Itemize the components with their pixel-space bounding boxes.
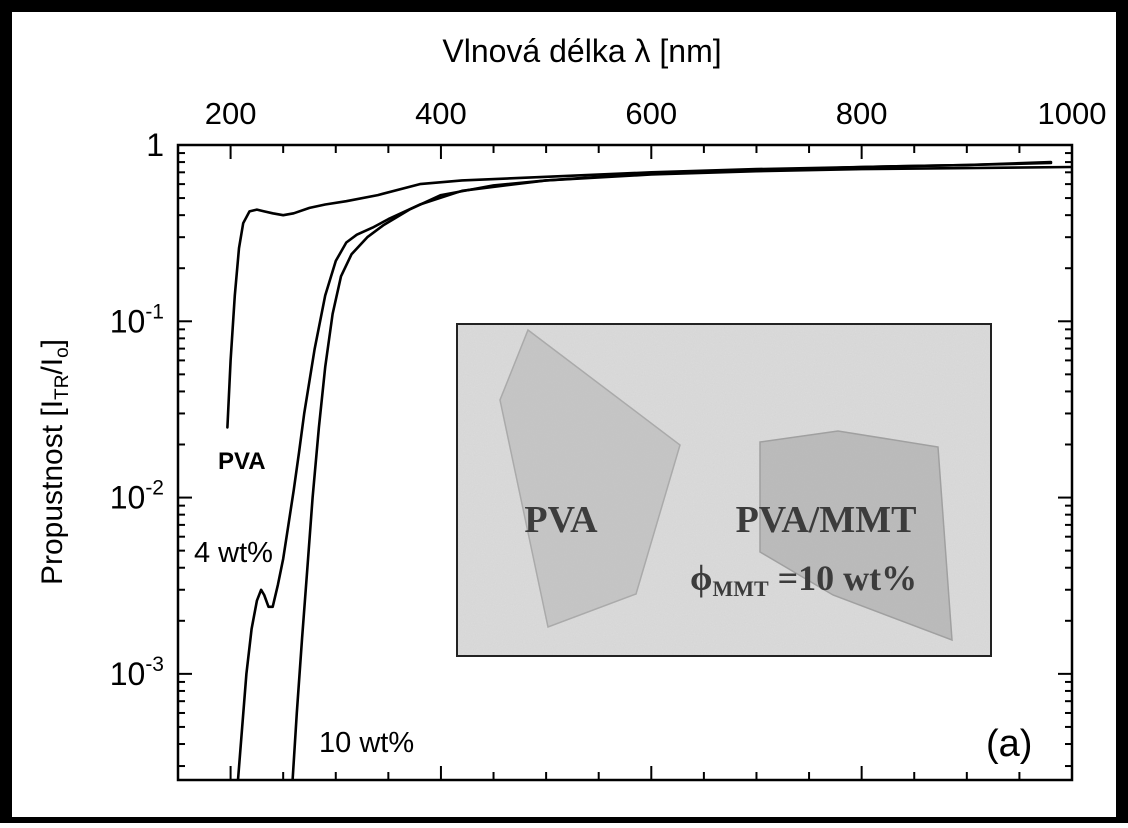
inset-photo: PVA PVA/MMT ϕMMT =10 wt% [456, 323, 992, 657]
inset-film-pva-mmt [759, 430, 953, 642]
y-axis-title-sub2: o [52, 347, 73, 358]
series-group [226, 160, 1072, 780]
inset-label-phi: ϕMMT =10 wt% [690, 558, 917, 601]
x-tick-label: 1000 [1038, 96, 1107, 131]
x-tick-label: 800 [836, 96, 888, 131]
x-tick-label: 400 [415, 96, 467, 131]
inset-phi-value: =10 wt% [769, 558, 918, 598]
y-axis-title: Propustnost [ITR/Io] [36, 339, 73, 585]
y-axis-title-main: Propustnost [I [36, 400, 69, 585]
y-tick-label: 10-3 [110, 653, 164, 692]
x-tick-label: 200 [205, 96, 257, 131]
inset-phi-sub: MMT [712, 576, 769, 601]
annotation-pva: PVA [218, 448, 266, 475]
annotation-4wt: 4 wt% [194, 537, 273, 569]
y-tick-label: 10-1 [110, 300, 164, 339]
x-axis-title: Vlnová délka λ [nm] [442, 33, 721, 69]
annotation-panel: (a) [986, 723, 1032, 765]
y-axis-title-end: ] [36, 339, 69, 347]
y-tick-label: 10-2 [110, 477, 164, 516]
x-ticks: 200 400 600 800 1000 [205, 96, 1107, 780]
annotation-10wt: 10 wt% [319, 727, 414, 759]
y-axis-title-mid: /I [36, 358, 69, 375]
y-tick-label: 1 [146, 127, 164, 163]
x-tick-label: 600 [625, 96, 677, 131]
series-line-3 [291, 165, 1072, 780]
inset-phi-symbol: ϕ [690, 558, 712, 598]
inset-label-pva: PVA [524, 499, 598, 541]
y-axis-title-sub1: TR [52, 375, 73, 400]
inset-film-pva [499, 328, 681, 629]
y-ticks: 1 10-1 10-2 10-3 [110, 127, 1072, 768]
plot-frame [176, 143, 1074, 782]
inset-label-pva-mmt: PVA/MMT [736, 499, 917, 541]
